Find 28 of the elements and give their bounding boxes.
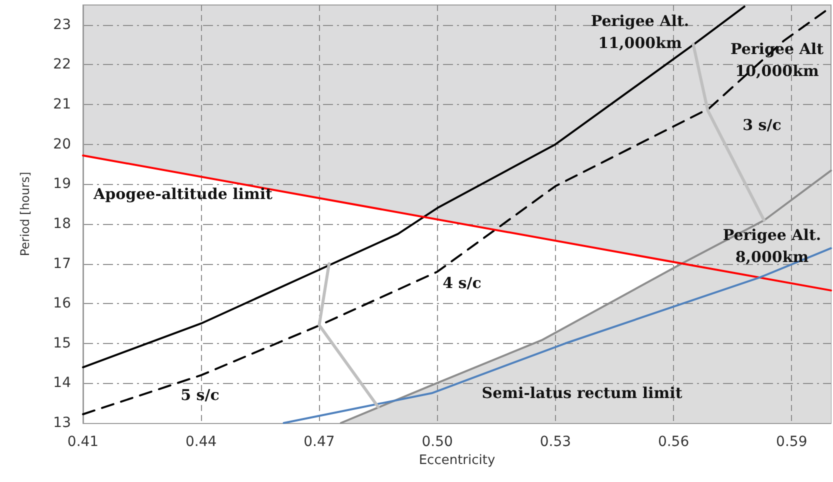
y-tick-label: 13 — [53, 415, 71, 431]
x-tick-label: 0.59 — [776, 434, 808, 450]
y-tick-label: 17 — [53, 256, 71, 272]
y-tick-label: 16 — [53, 296, 72, 312]
y-axis-title: Period [hours] — [18, 172, 32, 256]
x-tick-label: 0.53 — [540, 434, 572, 450]
annotation: Semi-latus rectum limit — [482, 384, 682, 402]
annotation: 3 s/c — [742, 116, 782, 134]
y-tick-label: 18 — [53, 216, 71, 232]
x-axis-title: Eccentricity — [418, 452, 496, 468]
y-tick-label: 21 — [53, 96, 71, 113]
annotation: 5 s/c — [180, 386, 220, 404]
x-tick-label: 0.44 — [186, 434, 217, 450]
y-tick-label: 20 — [53, 136, 71, 152]
y-tick-label: 23 — [53, 16, 71, 33]
annotation: Perigee Alt. 11,000km — [590, 12, 690, 52]
x-tick-label: 0.56 — [658, 434, 690, 450]
x-tick-label: 0.47 — [304, 434, 335, 450]
x-tick-label: 0.41 — [67, 434, 99, 450]
y-tick-label: 22 — [53, 56, 71, 73]
y-tick-label: 19 — [53, 176, 71, 192]
y-tick-label: 15 — [53, 335, 71, 352]
x-tick-label: 0.50 — [422, 434, 453, 450]
annotation: Apogee-altitude limit — [92, 185, 273, 203]
annotation: 4 s/c — [442, 274, 482, 292]
y-tick-label: 14 — [53, 375, 72, 392]
line-series — [282, 247, 832, 424]
annotation: Perigee Alt. 8,000km — [722, 226, 822, 266]
